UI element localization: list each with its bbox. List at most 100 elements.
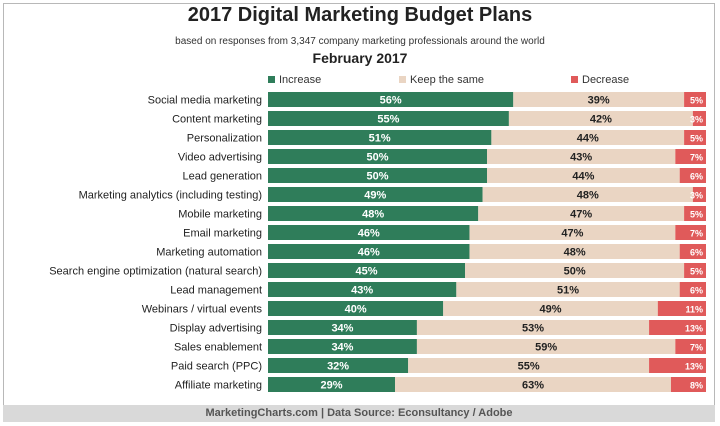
data-label-increase-email-marketing: 46%: [358, 228, 380, 240]
data-label-increase-lead-management: 43%: [351, 285, 373, 297]
bar-increase-marketing-automation: [268, 244, 470, 259]
bar-keep-the-same-content-marketing: [508, 111, 693, 126]
bar-decrease-webinars-virtual-events: [657, 301, 706, 316]
data-label-keep-the-same-social-media-marketing: 39%: [588, 95, 610, 107]
bar-decrease-personalization: [684, 130, 706, 145]
data-label-increase-personalization: 51%: [369, 133, 391, 145]
bar-keep-the-same-lead-generation: [487, 168, 680, 183]
bar-keep-the-same-email-marketing: [469, 225, 676, 240]
data-label-keep-the-same-sales-enablement: 59%: [535, 342, 557, 354]
data-label-decrease-lead-management: 6%: [690, 286, 703, 296]
category-label-marketing-analytics-including-testing: Marketing analytics (including testing): [79, 190, 262, 202]
category-label-social-media-marketing: Social media marketing: [148, 95, 262, 107]
bar-increase-lead-generation: [268, 168, 487, 183]
data-label-decrease-sales-enablement: 7%: [690, 343, 703, 353]
bar-decrease-video-advertising: [675, 149, 706, 164]
chart-footer: MarketingCharts.com | Data Source: Econs…: [3, 405, 715, 422]
bar-decrease-marketing-automation: [679, 244, 706, 259]
bar-increase-social-media-marketing: [268, 92, 514, 107]
data-label-increase-mobile-marketing: 48%: [362, 209, 384, 221]
category-label-personalization: Personalization: [187, 133, 262, 145]
data-label-decrease-paid-search-ppc: 13%: [685, 362, 703, 372]
data-label-increase-content-marketing: 55%: [377, 114, 399, 126]
category-label-video-advertising: Video advertising: [178, 152, 262, 164]
data-label-keep-the-same-content-marketing: 42%: [590, 114, 612, 126]
data-label-increase-video-advertising: 50%: [366, 152, 388, 164]
bar-increase-search-engine-optimization-natural-search: [268, 263, 466, 278]
bar-increase-webinars-virtual-events: [268, 301, 444, 316]
data-label-keep-the-same-lead-generation: 44%: [572, 171, 594, 183]
data-label-increase-lead-generation: 50%: [366, 171, 388, 183]
legend-swatch-decrease: [571, 75, 578, 83]
bar-keep-the-same-marketing-automation: [469, 244, 680, 259]
bar-increase-mobile-marketing: [268, 206, 479, 221]
data-label-decrease-marketing-analytics-including-testing: 3%: [690, 191, 703, 201]
bar-keep-the-same-video-advertising: [487, 149, 676, 164]
bar-decrease-display-advertising: [649, 320, 706, 335]
data-label-increase-display-advertising: 34%: [331, 323, 353, 335]
data-label-keep-the-same-affiliate-marketing: 63%: [522, 380, 544, 392]
data-label-keep-the-same-personalization: 44%: [577, 133, 599, 145]
data-label-decrease-content-marketing: 3%: [690, 115, 703, 125]
legend-item-increase: Increase: [268, 74, 321, 88]
bar-increase-affiliate-marketing: [268, 377, 396, 392]
data-label-decrease-video-advertising: 7%: [690, 153, 703, 163]
category-label-sales-enablement: Sales enablement: [174, 342, 262, 354]
bar-increase-marketing-analytics-including-testing: [268, 187, 483, 202]
category-label-display-advertising: Display advertising: [170, 323, 262, 335]
data-label-decrease-lead-generation: 6%: [690, 172, 703, 182]
category-label-lead-management: Lead management: [170, 285, 262, 297]
data-label-decrease-marketing-automation: 6%: [690, 248, 703, 258]
category-label-lead-generation: Lead generation: [182, 171, 262, 183]
category-label-content-marketing: Content marketing: [172, 114, 262, 126]
data-label-increase-sales-enablement: 34%: [331, 342, 353, 354]
category-label-marketing-automation: Marketing automation: [156, 247, 262, 259]
data-label-increase-paid-search-ppc: 32%: [327, 361, 349, 373]
category-label-affiliate-marketing: Affiliate marketing: [175, 380, 262, 392]
bar-increase-content-marketing: [268, 111, 509, 126]
data-label-decrease-display-advertising: 13%: [685, 324, 703, 334]
chart-title: 2017 Digital Marketing Budget Plans: [187, 4, 533, 26]
data-label-increase-marketing-analytics-including-testing: 49%: [364, 190, 386, 202]
bar-increase-lead-management: [268, 282, 457, 297]
bar-decrease-lead-generation: [679, 168, 706, 183]
data-label-increase-affiliate-marketing: 29%: [320, 380, 342, 392]
bar-increase-personalization: [268, 130, 492, 145]
bar-decrease-marketing-analytics-including-testing: [692, 187, 706, 202]
bar-decrease-content-marketing: [692, 111, 706, 126]
bar-increase-video-advertising: [268, 149, 487, 164]
bar-increase-email-marketing: [268, 225, 470, 240]
bar-decrease-paid-search-ppc: [649, 358, 706, 373]
data-label-decrease-mobile-marketing: 5%: [690, 210, 703, 220]
bar-keep-the-same-sales-enablement: [416, 339, 676, 354]
data-label-keep-the-same-display-advertising: 53%: [522, 323, 544, 335]
data-label-keep-the-same-paid-search-ppc: 55%: [518, 361, 540, 373]
data-label-increase-search-engine-optimization-natural-search: 45%: [356, 266, 378, 278]
category-label-email-marketing: Email marketing: [183, 228, 262, 240]
bar-keep-the-same-social-media-marketing: [513, 92, 685, 107]
data-label-keep-the-same-search-engine-optimization-natural-search: 50%: [564, 266, 586, 278]
bar-decrease-email-marketing: [675, 225, 706, 240]
bar-increase-display-advertising: [268, 320, 417, 335]
data-label-decrease-search-engine-optimization-natural-search: 5%: [690, 267, 703, 277]
bar-keep-the-same-personalization: [491, 130, 685, 145]
bar-decrease-affiliate-marketing: [670, 377, 706, 392]
legend-swatch-increase: [268, 75, 275, 83]
data-label-decrease-email-marketing: 7%: [690, 229, 703, 239]
data-label-keep-the-same-mobile-marketing: 47%: [570, 209, 592, 221]
data-label-keep-the-same-marketing-analytics-including-testing: 48%: [577, 190, 599, 202]
bar-keep-the-same-affiliate-marketing: [395, 377, 671, 392]
legend-item-keep: Keep the same: [399, 74, 484, 88]
data-label-keep-the-same-email-marketing: 47%: [561, 228, 583, 240]
category-label-webinars-virtual-events: Webinars / virtual events: [142, 304, 263, 316]
data-label-keep-the-same-video-advertising: 43%: [570, 152, 592, 164]
bar-keep-the-same-mobile-marketing: [478, 206, 685, 221]
bar-decrease-sales-enablement: [675, 339, 706, 354]
bar-decrease-search-engine-optimization-natural-search: [684, 263, 706, 278]
legend-swatch-keep: [399, 75, 406, 83]
data-label-decrease-social-media-marketing: 5%: [690, 96, 703, 106]
data-label-increase-webinars-virtual-events: 40%: [345, 304, 367, 316]
data-label-keep-the-same-webinars-virtual-events: 49%: [539, 304, 561, 316]
bar-keep-the-same-display-advertising: [416, 320, 650, 335]
category-label-paid-search-ppc: Paid search (PPC): [171, 361, 262, 373]
